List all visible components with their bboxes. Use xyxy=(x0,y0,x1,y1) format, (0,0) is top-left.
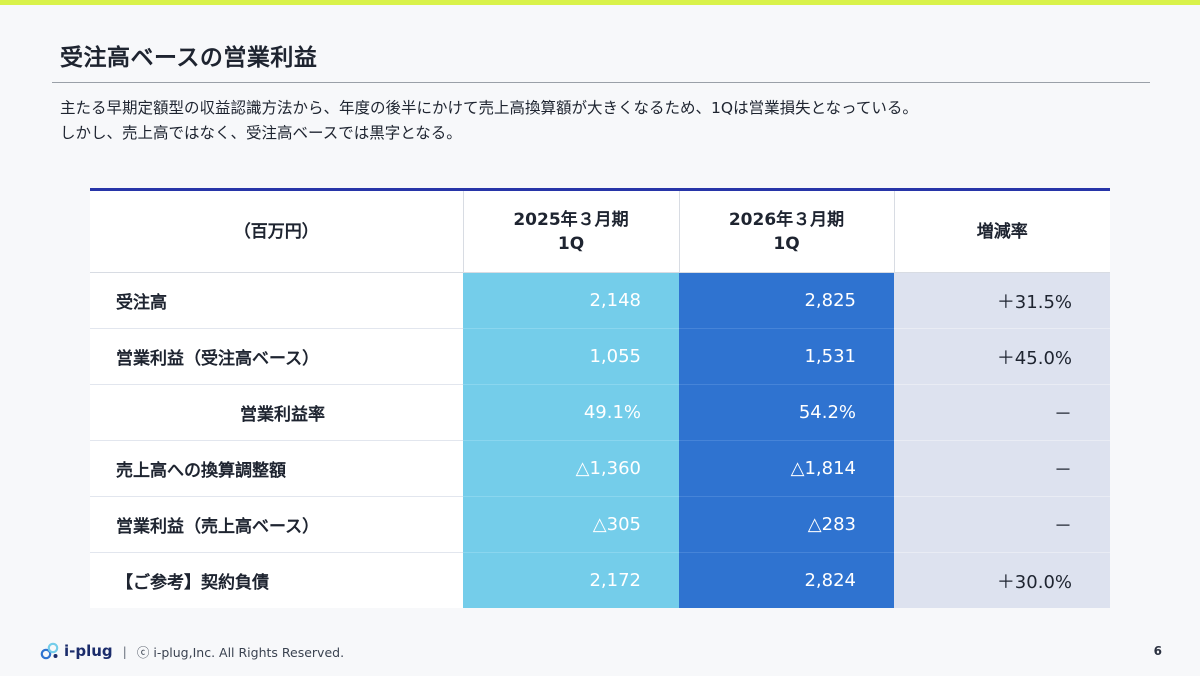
row-label: 営業利益率 xyxy=(90,384,463,441)
fy2026-value: 2,824 xyxy=(679,552,894,608)
table-row: 営業利益（受注高ベース） 1,055 1,531 ＋45.0% xyxy=(90,328,1110,385)
fy2025-value: 2,148 xyxy=(463,272,679,329)
description-line-2: しかし、売上高ではなく、受注高ベースでは黒字となる。 xyxy=(60,124,462,142)
title-divider xyxy=(52,82,1150,83)
change-value: － xyxy=(894,496,1110,553)
i-plug-logo-icon xyxy=(40,641,60,661)
header-change: 増減率 xyxy=(894,191,1110,273)
fy2025-value: △1,360 xyxy=(463,440,679,497)
fy2025-value: 1,055 xyxy=(463,328,679,385)
description: 主たる早期定額型の収益認識方法から、年度の後半にかけて売上高換算額が大きくなるた… xyxy=(60,96,1150,146)
row-label: 売上高への換算調整額 xyxy=(90,440,463,497)
header-fy2025-quarter: 1Q xyxy=(557,233,585,254)
fy2026-value: △1,814 xyxy=(679,440,894,497)
table-row: 【ご参考】契約負債 2,172 2,824 ＋30.0% xyxy=(90,552,1110,608)
table-row: 受注高 2,148 2,825 ＋31.5% xyxy=(90,272,1110,329)
fy2025-value: 49.1% xyxy=(463,384,679,441)
table-row: 売上高への換算調整額 △1,360 △1,814 － xyxy=(90,440,1110,497)
accent-top-bar xyxy=(0,0,1200,5)
copyright: ⓒ i-plug,Inc. All Rights Reserved. xyxy=(136,644,345,660)
header-fy2026-period: 2026年３月期 xyxy=(728,209,845,230)
table-row: 営業利益率 49.1% 54.2% － xyxy=(90,384,1110,441)
description-line-1: 主たる早期定額型の収益認識方法から、年度の後半にかけて売上高換算額が大きくなるた… xyxy=(60,99,918,117)
change-value: ＋31.5% xyxy=(894,272,1110,329)
table-header-row: （百万円） 2025年３月期 1Q 2026年３月期 1Q 増減率 xyxy=(90,191,1110,273)
row-label: 営業利益（売上高ベース） xyxy=(90,496,463,553)
header-unit: （百万円） xyxy=(90,191,464,273)
operating-profit-table: （百万円） 2025年３月期 1Q 2026年３月期 1Q 増減率 受注高 2,… xyxy=(90,188,1110,608)
page-title: 受注高ベースの営業利益 xyxy=(60,45,318,71)
header-fy2025: 2025年３月期 1Q xyxy=(463,191,680,273)
change-value: ＋30.0% xyxy=(894,552,1110,608)
header-fy2026: 2026年３月期 1Q xyxy=(679,191,895,273)
fy2025-value: 2,172 xyxy=(463,552,679,608)
header-fy2026-quarter: 1Q xyxy=(773,233,800,254)
table-row: 営業利益（売上高ベース） △305 △283 － xyxy=(90,496,1110,553)
change-value: － xyxy=(894,440,1110,497)
row-label: 受注高 xyxy=(90,272,463,329)
footer-separator: | xyxy=(122,643,127,659)
header-change-label: 増減率 xyxy=(976,221,1028,242)
row-label: 【ご参考】契約負債 xyxy=(90,552,463,608)
page-number: 6 xyxy=(1153,644,1162,658)
row-label: 営業利益（受注高ベース） xyxy=(90,328,463,385)
fy2026-value: 54.2% xyxy=(679,384,894,441)
logo-text: i-plug xyxy=(64,642,113,660)
fy2026-value: △283 xyxy=(679,496,894,553)
header-unit-label: （百万円） xyxy=(233,221,319,242)
change-value: ＋45.0% xyxy=(894,328,1110,385)
fy2025-value: △305 xyxy=(463,496,679,553)
change-value: － xyxy=(894,384,1110,441)
fy2026-value: 2,825 xyxy=(679,272,894,329)
fy2026-value: 1,531 xyxy=(679,328,894,385)
header-fy2025-period: 2025年３月期 xyxy=(513,209,629,230)
footer: i-plug | ⓒ i-plug,Inc. All Rights Reserv… xyxy=(40,640,344,662)
